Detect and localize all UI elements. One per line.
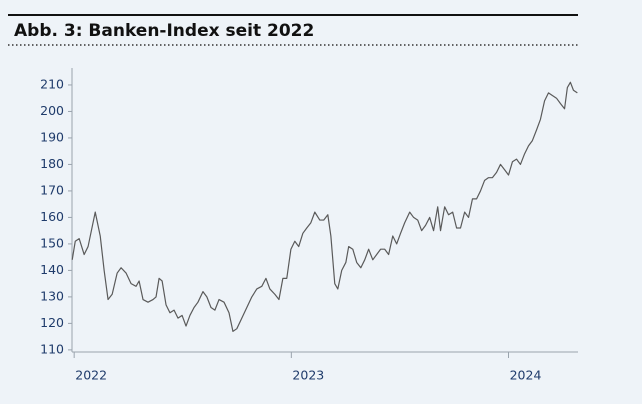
x-tick-label: 2022 (75, 368, 107, 383)
index-line (71, 81, 578, 332)
y-tick-label: 160 (40, 209, 64, 224)
x-tick-label: 2023 (292, 368, 324, 383)
y-tick-label: 110 (40, 341, 64, 356)
chart-title: Abb. 3: Banken-Index seit 2022 (14, 21, 314, 41)
y-tick-label: 140 (40, 262, 64, 277)
y-tick-label: 190 (40, 129, 64, 144)
y-tick-label: 210 (40, 76, 64, 91)
y-tick-label: 150 (40, 235, 64, 250)
x-tick-label: 2024 (510, 368, 542, 383)
y-tick-label: 180 (40, 156, 64, 171)
y-tick-label: 170 (40, 182, 64, 197)
y-tick-label: 130 (40, 288, 64, 303)
y-tick-label: 120 (40, 315, 64, 330)
y-tick-label: 200 (40, 103, 64, 118)
